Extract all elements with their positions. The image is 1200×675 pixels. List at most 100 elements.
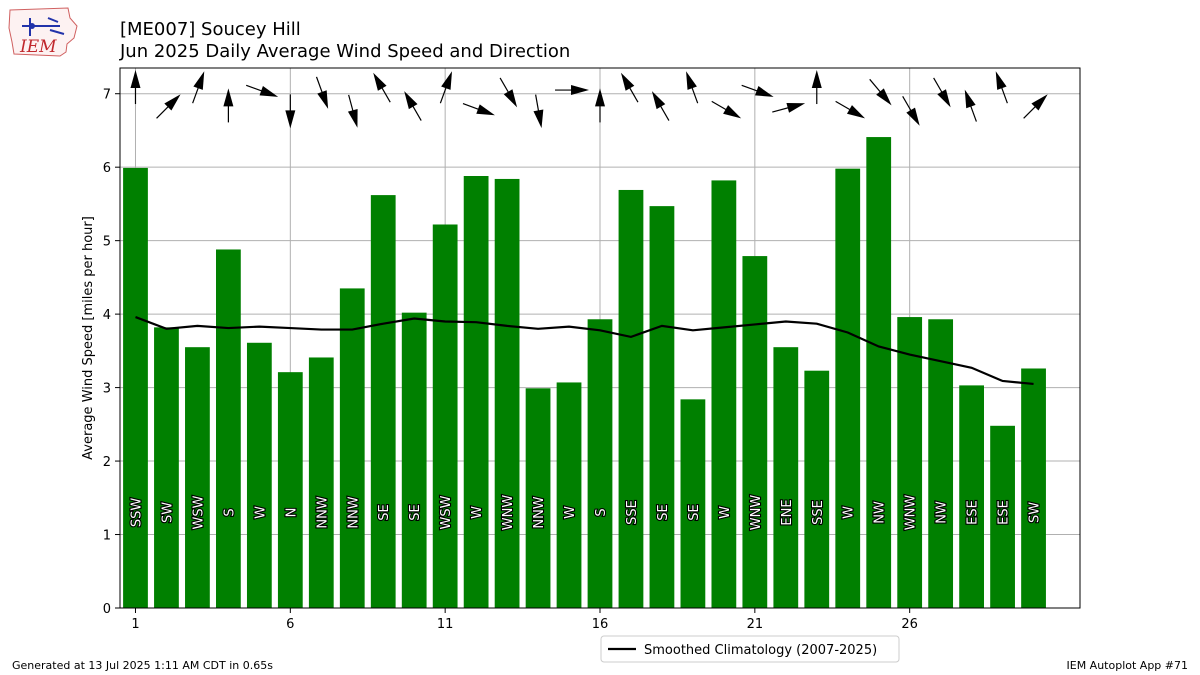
wind-arrow-day-15 — [555, 85, 590, 96]
bar-day-21 — [742, 256, 768, 608]
wind-arrow-day-5 — [245, 84, 279, 97]
direction-label-day-8: NNW — [346, 496, 361, 528]
bar-day-25 — [866, 137, 892, 608]
direction-label-day-3: WSW — [191, 495, 206, 529]
direction-label-day-5: W — [253, 506, 268, 519]
bar-day-26 — [897, 317, 923, 608]
iowa-state-outline-icon — [8, 7, 78, 57]
climatology-line — [135, 316, 1034, 386]
y-tick-label: 1 — [103, 529, 111, 544]
direction-label-day-16: S — [594, 508, 609, 516]
bar-day-1 — [123, 167, 148, 608]
app-label: IEM Autoplot App #71 — [1067, 659, 1189, 672]
y-tick-label: 5 — [103, 235, 111, 250]
wind-arrow-day-29 — [995, 71, 1008, 104]
x-tick-label: 26 — [901, 617, 918, 632]
direction-label-day-2: SW — [160, 502, 175, 523]
wind-arrow-day-10 — [404, 91, 422, 121]
x-axis-ticks: 1 6 11 16 21 26 — [131, 608, 918, 632]
bar-day-3 — [185, 347, 210, 608]
bar-day-24 — [835, 168, 861, 608]
bar-day-15 — [556, 382, 582, 608]
wind-arrow-day-22 — [772, 103, 806, 113]
wind-arrow-day-1 — [130, 70, 141, 105]
bar-day-16 — [587, 319, 613, 608]
wind-arrow-day-3 — [192, 71, 205, 104]
wind-arrow-day-25 — [869, 78, 892, 106]
y-tick-label: 7 — [103, 88, 111, 103]
direction-label-day-28: ESE — [966, 500, 981, 525]
wind-arrow-day-23 — [811, 70, 822, 105]
wind-arrow-day-19 — [686, 71, 699, 104]
climatology-line-layer — [135, 316, 1034, 386]
direction-label-day-19: SE — [687, 504, 702, 520]
logo-text: IEM — [19, 37, 57, 57]
y-tick-label: 4 — [103, 308, 111, 323]
wind-arrow-day-27 — [933, 77, 951, 108]
wind-arrow-day-20 — [711, 100, 742, 119]
y-axis-label: Average Wind Speed [miles per hour] — [81, 216, 96, 460]
x-tick-label: 11 — [437, 617, 454, 632]
y-tick-label: 6 — [103, 161, 111, 176]
direction-label-day-22: ENE — [780, 499, 795, 525]
legend: Smoothed Climatology (2007-2025) — [600, 635, 900, 663]
bar-day-7 — [308, 357, 334, 608]
wind-arrow-day-2 — [156, 94, 181, 119]
direction-label-day-13: WNW — [501, 495, 516, 531]
x-tick-label: 16 — [592, 617, 609, 632]
bar-day-8 — [339, 288, 365, 608]
wind-arrow-day-21 — [741, 84, 774, 97]
wind-arrow-day-16 — [595, 88, 605, 123]
bar-day-12 — [463, 176, 489, 608]
direction-label-day-27: NW — [935, 501, 950, 524]
wind-arrow-day-7 — [315, 76, 329, 109]
bar-day-27 — [928, 319, 954, 608]
bar-day-6 — [277, 372, 303, 608]
x-tick-label: 21 — [747, 617, 764, 632]
direction-label-day-23: SSE — [811, 500, 826, 525]
chart-subtitle: Jun 2025 Daily Average Wind Speed and Di… — [119, 41, 570, 62]
wind-arrow-day-11 — [439, 71, 453, 104]
direction-label-day-9: SE — [377, 504, 392, 520]
direction-label-day-15: W — [563, 506, 578, 519]
direction-label-day-4: S — [222, 508, 237, 516]
wind-arrow-day-14 — [533, 94, 544, 129]
direction-labels: SSW SW WSW S W N NNW NNW SE SE WSW W WNW NNW W S SSE SE SE… — [128, 494, 1043, 532]
station-dot-icon — [29, 23, 35, 29]
iem-logo: IEM — [8, 7, 78, 57]
x-tick-label: 6 — [286, 617, 294, 632]
wind-arrow-day-13 — [499, 77, 518, 108]
bar-day-29 — [990, 425, 1015, 608]
direction-label-day-14: NNW — [532, 496, 547, 528]
direction-label-day-26: WNW — [904, 495, 919, 531]
bar-day-2 — [154, 327, 179, 608]
bar-day-22 — [773, 347, 799, 608]
wind-arrow-day-28 — [964, 89, 977, 122]
direction-label-day-17: SSE — [625, 500, 640, 525]
direction-label-day-10: SE — [408, 504, 423, 520]
bar-day-9 — [370, 195, 396, 608]
wind-arrow-day-30 — [1023, 94, 1048, 119]
wind-arrow-day-8 — [347, 94, 358, 128]
bar-day-18 — [649, 206, 675, 609]
wind-arrow-day-17 — [620, 72, 639, 103]
direction-label-day-12: W — [470, 506, 485, 519]
generated-timestamp: Generated at 13 Jul 2025 1:11 AM CDT in … — [12, 659, 273, 672]
direction-label-day-29: ESE — [997, 500, 1012, 525]
direction-label-day-11: WSW — [439, 495, 454, 529]
wind-arrows — [130, 70, 1048, 129]
direction-label-day-25: NW — [873, 501, 888, 524]
legend-label: Smoothed Climatology (2007-2025) — [644, 643, 877, 658]
bar-day-30 — [1021, 368, 1046, 608]
wind-arrow-day-9 — [373, 72, 391, 103]
bar-day-13 — [494, 178, 520, 608]
wind-arrow-day-24 — [835, 100, 866, 119]
bar-day-4 — [216, 249, 241, 608]
y-tick-label: 2 — [103, 455, 111, 470]
direction-label-day-24: W — [842, 506, 857, 519]
y-tick-label: 3 — [103, 382, 111, 397]
wind-arrow-day-4 — [223, 88, 234, 123]
bar-day-23 — [804, 370, 830, 608]
bar-day-5 — [246, 342, 272, 608]
